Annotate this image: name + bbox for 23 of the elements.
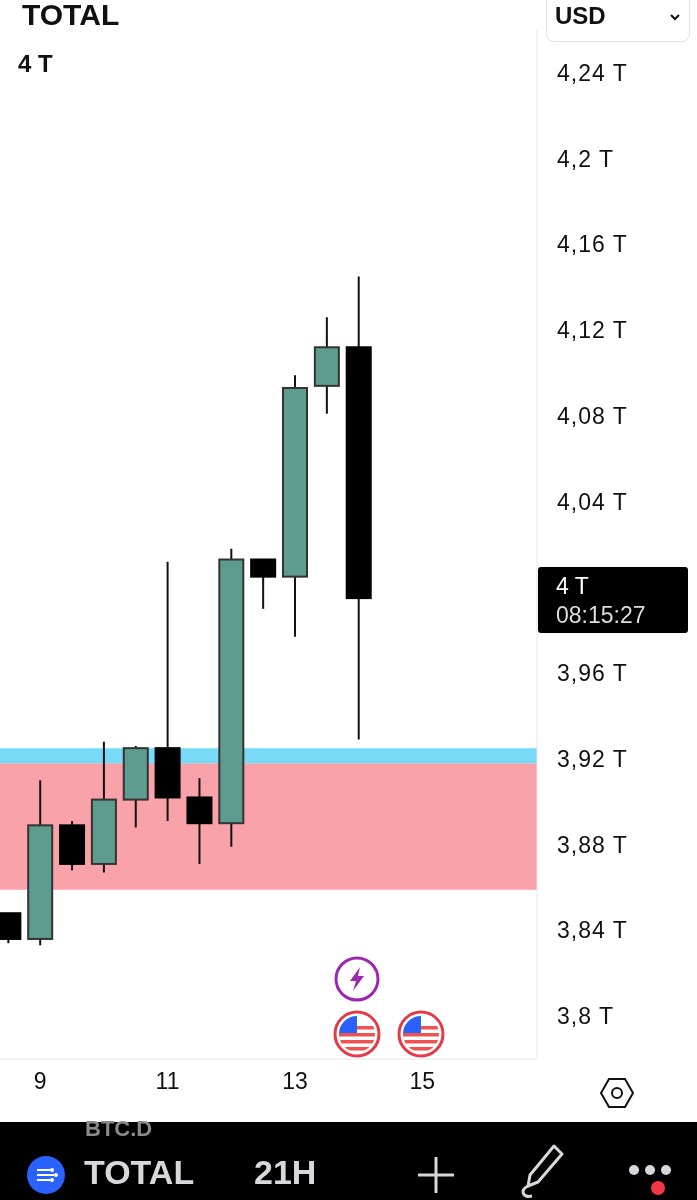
x-tick-label: 11 [155, 1068, 180, 1094]
text: USD [555, 2, 606, 30]
y-tick-label: 4,16 T [557, 231, 628, 258]
y-tick-label: 4,08 T [557, 402, 628, 429]
y-tick-label: 3,96 T [557, 660, 628, 687]
y-tick-label: 4,24 T [557, 59, 628, 86]
text: 08:15:27 [556, 602, 646, 629]
text: TOTAL [84, 1153, 195, 1192]
chart-title: TOTAL [22, 0, 120, 32]
text: 4 T [556, 573, 589, 600]
y-tick-label: 3,84 T [557, 917, 628, 944]
text: 21H [254, 1153, 317, 1192]
y-tick-label: 3,88 T [557, 831, 628, 858]
y-tick-label: 4,2 T [557, 145, 614, 172]
text: BTC.D [85, 1116, 153, 1142]
x-tick-label: 15 [409, 1068, 436, 1094]
x-tick-label: 13 [282, 1068, 308, 1094]
y-tick-label: 3,8 T [557, 1003, 614, 1030]
text: 4 T [18, 50, 53, 78]
y-tick-label: 3,92 T [557, 745, 628, 772]
x-tick-label: 9 [33, 1068, 47, 1094]
y-tick-label: 4,04 T [557, 488, 628, 515]
y-tick-label: 4,12 T [557, 317, 628, 344]
